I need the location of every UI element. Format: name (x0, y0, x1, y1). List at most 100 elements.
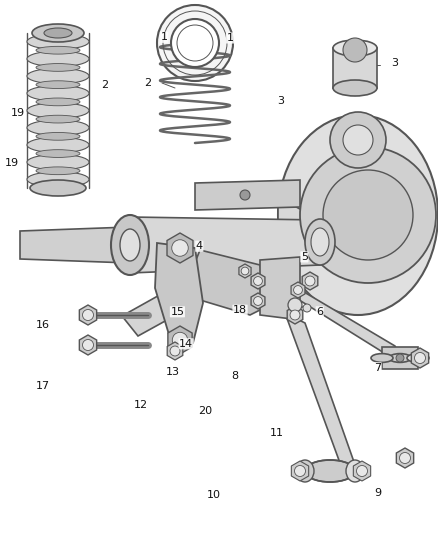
Text: 16: 16 (36, 320, 50, 330)
Ellipse shape (27, 85, 89, 101)
Polygon shape (122, 264, 225, 336)
Polygon shape (251, 293, 265, 309)
Text: 15: 15 (170, 307, 184, 317)
Polygon shape (130, 217, 320, 273)
Ellipse shape (36, 81, 80, 88)
Ellipse shape (333, 40, 377, 56)
Ellipse shape (27, 172, 89, 187)
Circle shape (294, 465, 305, 477)
Ellipse shape (346, 460, 364, 482)
Text: 5: 5 (301, 252, 308, 262)
Circle shape (171, 19, 219, 67)
Ellipse shape (305, 460, 355, 482)
Polygon shape (287, 306, 303, 324)
Ellipse shape (36, 133, 80, 140)
Text: 9: 9 (374, 488, 381, 498)
Polygon shape (79, 335, 97, 355)
Circle shape (399, 453, 410, 464)
Ellipse shape (30, 180, 86, 196)
Ellipse shape (311, 228, 329, 256)
Polygon shape (278, 197, 320, 265)
Circle shape (82, 340, 93, 351)
Ellipse shape (27, 51, 89, 67)
Ellipse shape (296, 460, 314, 482)
Polygon shape (167, 233, 193, 263)
Ellipse shape (36, 167, 80, 175)
Text: 2: 2 (145, 78, 152, 88)
Polygon shape (396, 448, 413, 468)
Circle shape (396, 354, 404, 362)
Ellipse shape (36, 98, 80, 106)
Text: 3: 3 (392, 58, 399, 68)
Polygon shape (291, 461, 309, 481)
Circle shape (357, 465, 367, 477)
Circle shape (414, 352, 425, 364)
Text: 17: 17 (36, 382, 50, 391)
Ellipse shape (36, 63, 80, 71)
Bar (333, 48, 377, 88)
Ellipse shape (36, 150, 80, 157)
Circle shape (330, 112, 386, 168)
Circle shape (303, 304, 311, 312)
Ellipse shape (27, 155, 89, 170)
Text: 1: 1 (161, 33, 168, 42)
Text: 20: 20 (198, 407, 212, 416)
Ellipse shape (389, 353, 411, 362)
Text: 7: 7 (374, 363, 381, 373)
Ellipse shape (36, 184, 80, 192)
Polygon shape (190, 250, 270, 315)
Text: 19: 19 (11, 108, 25, 118)
Polygon shape (411, 348, 429, 368)
Circle shape (293, 286, 302, 294)
Text: 4: 4 (196, 241, 203, 251)
Ellipse shape (27, 34, 89, 50)
Polygon shape (239, 264, 251, 278)
Polygon shape (155, 243, 203, 343)
Circle shape (172, 332, 188, 348)
Ellipse shape (44, 28, 72, 38)
Polygon shape (167, 342, 183, 360)
Circle shape (254, 296, 262, 305)
Circle shape (170, 346, 180, 356)
Circle shape (172, 240, 188, 256)
Text: 10: 10 (207, 490, 221, 499)
Text: 1: 1 (226, 33, 233, 43)
Text: 19: 19 (5, 158, 19, 167)
Polygon shape (260, 257, 300, 320)
Ellipse shape (111, 215, 149, 275)
Ellipse shape (278, 115, 438, 315)
Circle shape (240, 190, 250, 200)
Ellipse shape (36, 46, 80, 54)
Polygon shape (251, 273, 265, 289)
Text: 11: 11 (270, 428, 284, 438)
Polygon shape (291, 282, 305, 298)
Ellipse shape (371, 353, 393, 362)
Circle shape (82, 310, 93, 320)
Ellipse shape (305, 219, 335, 265)
Polygon shape (285, 313, 360, 479)
Polygon shape (79, 305, 97, 325)
Ellipse shape (333, 80, 377, 96)
Text: 18: 18 (233, 305, 247, 315)
Circle shape (177, 25, 213, 61)
Text: 6: 6 (316, 307, 323, 317)
Text: 14: 14 (179, 339, 193, 349)
Ellipse shape (407, 353, 429, 362)
Circle shape (343, 38, 367, 62)
Text: 8: 8 (231, 371, 238, 381)
Polygon shape (272, 273, 405, 366)
Ellipse shape (32, 24, 84, 42)
Ellipse shape (27, 137, 89, 152)
Text: 2: 2 (101, 80, 108, 90)
Circle shape (300, 147, 436, 283)
Circle shape (288, 298, 302, 312)
Ellipse shape (27, 103, 89, 118)
Circle shape (290, 310, 300, 320)
Circle shape (323, 170, 413, 260)
Circle shape (157, 5, 233, 81)
Ellipse shape (36, 115, 80, 123)
Polygon shape (168, 326, 192, 354)
Polygon shape (20, 227, 130, 263)
Polygon shape (195, 180, 300, 210)
Text: 3: 3 (277, 96, 284, 106)
